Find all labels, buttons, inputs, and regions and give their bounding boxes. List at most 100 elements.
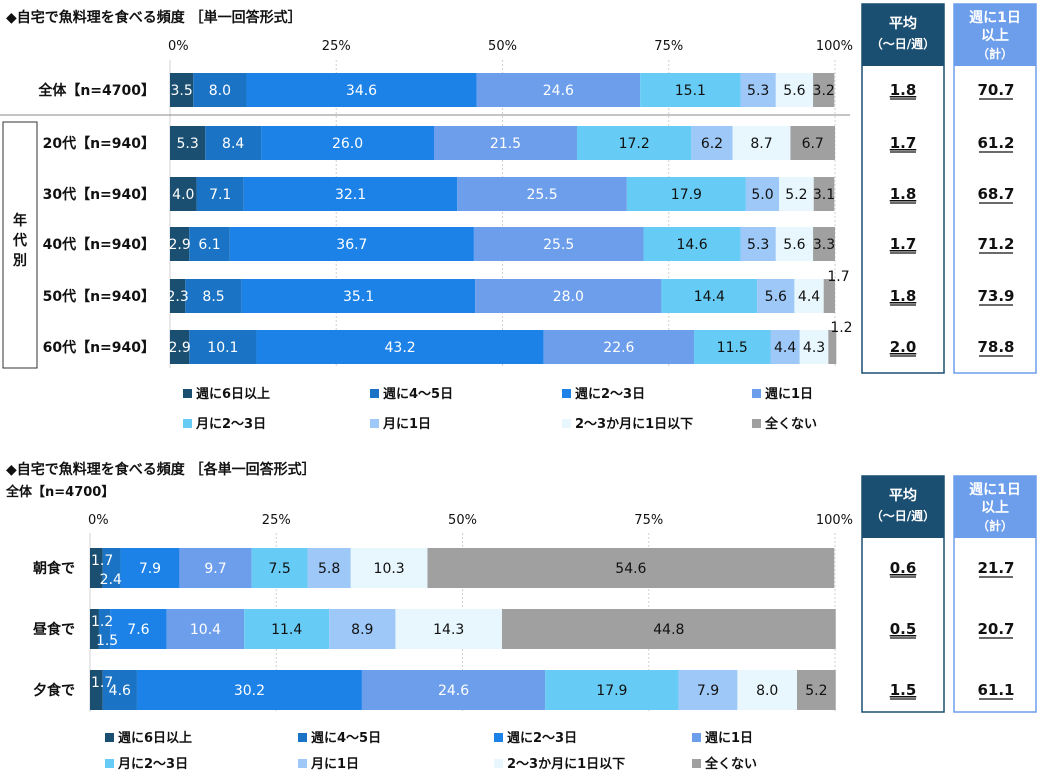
data-label: 1.7 — [827, 269, 849, 285]
avg-value: 0.6 — [890, 559, 917, 577]
bar-segment — [244, 609, 330, 649]
legend-label: 全くない — [704, 756, 757, 772]
bar-segment — [813, 73, 835, 107]
panel-header-text: （〜日/週） — [871, 36, 935, 51]
data-label: 2.9 — [169, 237, 191, 253]
category-label: 昼食で — [33, 621, 75, 638]
avg-value: 2.0 — [890, 338, 917, 356]
bar-segment — [626, 177, 746, 211]
category-label: 40代【n=940】 — [43, 236, 155, 253]
bar-segment — [543, 330, 695, 364]
legend-swatch — [370, 389, 379, 398]
data-label: 7.9 — [139, 561, 161, 577]
summary-panels: 1.8 70.7 1.7 61.2 1.8 68.7 1.7 71.2 1.8 73.9 2.0 78… — [861, 3, 1037, 713]
bar-segment — [350, 548, 428, 588]
bar-segment — [102, 670, 137, 710]
legend-swatch — [298, 733, 307, 742]
data-label: 5.3 — [747, 83, 769, 99]
legend-swatch — [298, 759, 307, 768]
bar-segment — [256, 330, 544, 364]
bar-segment — [170, 73, 194, 107]
avg-value: 1.5 — [890, 681, 917, 699]
bar-segment — [170, 279, 186, 313]
bar-segment — [545, 670, 679, 710]
data-label: 4.0 — [172, 187, 194, 203]
x-tick-label: 25% — [262, 513, 291, 528]
bar-segment — [189, 227, 230, 261]
data-label: 4.4 — [798, 289, 820, 305]
data-label: 43.2 — [385, 340, 416, 356]
data-label: 36.7 — [336, 237, 367, 253]
x-tick-label: 0% — [168, 39, 189, 54]
panel-header-text: （計） — [977, 46, 1013, 61]
data-label: 5.2 — [805, 683, 827, 699]
data-label: 25.5 — [543, 237, 574, 253]
bar-segment — [457, 177, 627, 211]
group-label-char: 代 — [12, 232, 27, 249]
weekly-total-header — [954, 4, 1036, 66]
legend-label: 週に4〜5日 — [311, 731, 381, 746]
weekly-total-value: 71.2 — [977, 235, 1014, 253]
data-label: 28.0 — [553, 289, 584, 305]
bar-segment — [361, 670, 546, 710]
panel-header-text: （計） — [977, 518, 1013, 533]
data-label: 15.1 — [675, 83, 706, 99]
weekly-total-value: 73.9 — [977, 287, 1014, 305]
data-label: 22.6 — [603, 340, 634, 356]
data-label: 1.7 — [91, 675, 113, 691]
x-tick-label: 0% — [88, 513, 109, 528]
weekly-total-value: 78.8 — [977, 338, 1014, 356]
data-label: 8.5 — [202, 289, 224, 305]
legend-label: 2〜3か月に1日以下 — [575, 417, 693, 432]
legend-label: 週に6日以上 — [196, 387, 270, 402]
legend-swatch — [692, 733, 701, 742]
bar-segment — [246, 73, 477, 107]
bar-segment — [90, 548, 103, 588]
data-label: 17.2 — [619, 136, 650, 152]
legend-swatch — [562, 389, 571, 398]
panel-header-text: 週に1日 — [969, 482, 1021, 498]
bar-segment — [427, 548, 835, 588]
weekly-total-value: 20.7 — [977, 620, 1014, 638]
panel-header-text: 以上 — [981, 28, 1009, 44]
weekly-total-header — [954, 476, 1036, 538]
data-label: 7.1 — [209, 187, 231, 203]
bar-segment — [434, 126, 577, 160]
panel-header-text: （〜日/週） — [871, 508, 935, 523]
legend-swatch — [105, 733, 114, 742]
data-label: 8.9 — [351, 622, 373, 638]
legend-label: 月に2〜3日 — [195, 417, 266, 432]
group-bracket — [2, 121, 38, 369]
x-tick-label: 75% — [634, 513, 663, 528]
data-label: 1.7 — [91, 553, 113, 569]
legend-label: 週に1日 — [705, 731, 753, 746]
data-label: 4.3 — [803, 340, 825, 356]
bar-segment — [229, 227, 474, 261]
category-label: 60代【n=940】 — [43, 339, 155, 356]
weekly-total-value: 61.1 — [977, 681, 1014, 699]
data-label: 44.8 — [653, 622, 684, 638]
legend-label: 月に1日 — [382, 417, 431, 432]
data-label: 7.9 — [697, 683, 719, 699]
data-label: 14.4 — [694, 289, 725, 305]
bar-segment — [737, 670, 798, 710]
data-label: 5.8 — [318, 561, 340, 577]
data-label: 8.0 — [209, 83, 231, 99]
category-label: 夕食で — [33, 682, 75, 699]
bar-segment — [475, 279, 662, 313]
bar-segment — [691, 126, 733, 160]
data-label: 24.6 — [543, 83, 574, 99]
bar-segment — [643, 227, 741, 261]
bar-segment — [678, 670, 738, 710]
bar-segment — [110, 609, 167, 649]
data-label: 6.2 — [701, 136, 723, 152]
data-label: 17.9 — [596, 683, 627, 699]
legend-label: 週に4〜5日 — [383, 387, 453, 402]
bar-segment — [166, 609, 245, 649]
data-label: 11.4 — [271, 622, 302, 638]
data-label: 35.1 — [343, 289, 374, 305]
legend-swatch — [494, 733, 503, 742]
panel-header-text: 平均 — [889, 487, 917, 504]
bar-segment — [329, 609, 396, 649]
